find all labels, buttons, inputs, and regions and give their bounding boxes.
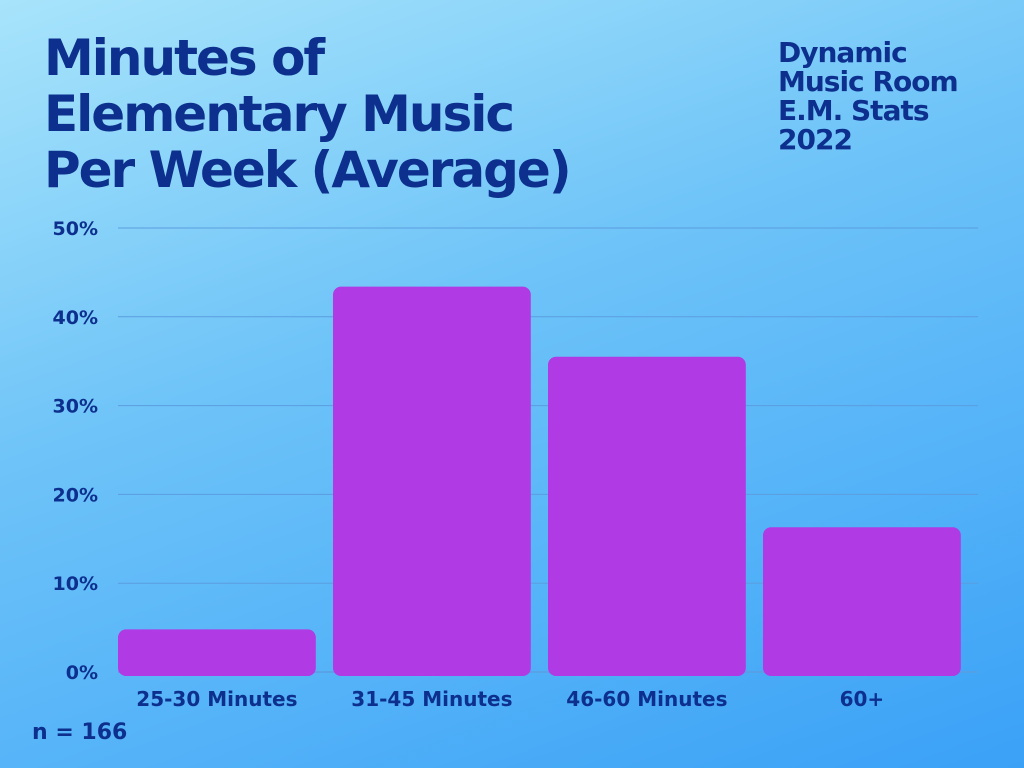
brand-line-1: Dynamic bbox=[778, 36, 908, 69]
y-axis-ticks: 0% 10% 20% 30% 40% 50% bbox=[53, 218, 98, 684]
bar bbox=[548, 356, 746, 676]
brand-line-4: 2022 bbox=[778, 123, 853, 156]
brand-line-3: E.M. Stats bbox=[778, 94, 930, 127]
chart-title: Minutes of Elementary Music Per Week (Av… bbox=[44, 30, 604, 198]
brand-block: Dynamic Music Room E.M. Stats 2022 bbox=[778, 36, 959, 156]
x-category-label: 60+ bbox=[840, 687, 885, 711]
chart-title-line-2: Elementary Music bbox=[44, 85, 515, 143]
chart-title-line-1: Minutes of bbox=[44, 29, 325, 87]
y-tick-label: 50% bbox=[53, 218, 98, 240]
y-tick-label: 10% bbox=[53, 573, 98, 595]
brand-line-2: Music Room bbox=[778, 65, 959, 98]
bar bbox=[333, 286, 531, 676]
y-tick-label: 40% bbox=[53, 307, 98, 329]
x-category-label: 31-45 Minutes bbox=[351, 687, 512, 711]
sample-size-label: n = 166 bbox=[32, 720, 128, 745]
x-axis-labels: 25-30 Minutes 31-45 Minutes 46-60 Minutes 6… bbox=[136, 687, 884, 711]
y-tick-label: 30% bbox=[53, 396, 98, 418]
x-category-label: 25-30 Minutes bbox=[136, 687, 297, 711]
x-category-label: 46-60 Minutes bbox=[566, 687, 727, 711]
bars bbox=[118, 286, 961, 676]
chart-title-line-3: Per Week (Average) bbox=[44, 141, 572, 199]
y-tick-label: 0% bbox=[66, 662, 98, 684]
y-tick-label: 20% bbox=[53, 484, 98, 506]
bar bbox=[763, 527, 961, 676]
bar bbox=[118, 629, 316, 676]
